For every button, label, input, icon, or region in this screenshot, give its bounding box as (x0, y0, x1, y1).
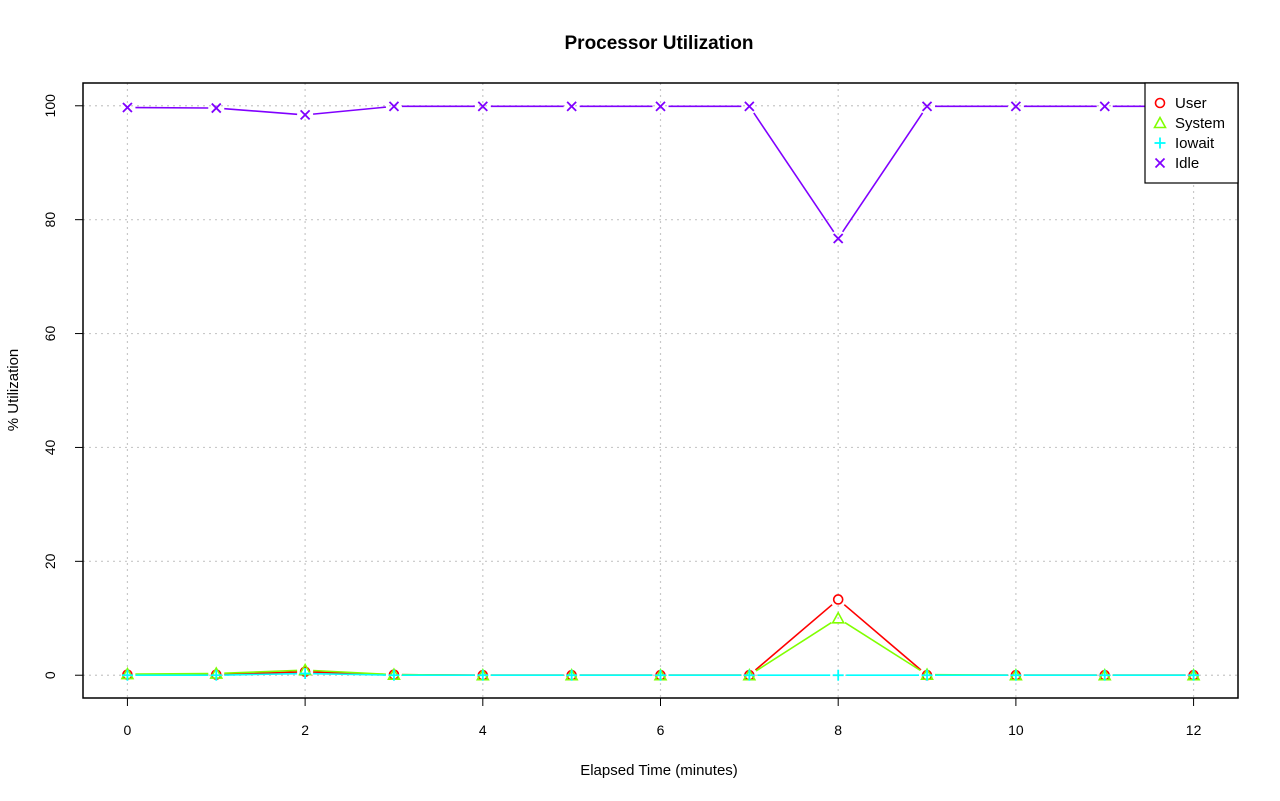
x-tick-label: 4 (479, 722, 487, 738)
x-tick-label: 12 (1186, 722, 1202, 738)
series-line-segment (843, 604, 922, 671)
series-line-segment (313, 106, 387, 115)
series-user (122, 594, 1199, 681)
legend-item-user: User (1154, 95, 1207, 112)
data-point (211, 102, 222, 114)
series-line-segment (313, 672, 386, 676)
legend-label: User (1175, 95, 1207, 112)
data-point (477, 101, 488, 112)
legend-marker (1154, 137, 1166, 149)
data-point (1010, 101, 1022, 112)
y-tick-label: 100 (42, 94, 58, 118)
data-point (655, 101, 666, 112)
x-tick-label: 6 (657, 722, 665, 738)
series-layer (120, 101, 1201, 681)
legend-item-idle: Idle (1154, 155, 1199, 172)
x-tick-label: 0 (124, 722, 132, 738)
y-tick-label: 80 (42, 212, 58, 228)
data-point (1099, 669, 1111, 681)
y-axis-label: % Utilization (5, 349, 22, 432)
series-line-segment (755, 621, 832, 672)
data-point (566, 669, 578, 681)
data-point (299, 668, 311, 680)
data-point (833, 233, 844, 244)
series-line-segment (224, 671, 298, 676)
y-tick-label: 0 (42, 671, 58, 679)
series-line-segment (841, 112, 924, 233)
chart-title: Processor Utilization (565, 33, 754, 54)
series-system (120, 611, 1201, 681)
series-line-segment (224, 107, 298, 116)
legend-label: Iowait (1175, 135, 1215, 152)
data-point (121, 669, 133, 681)
data-point (743, 669, 755, 681)
y-tick-label: 60 (42, 326, 58, 342)
data-point (832, 669, 844, 681)
y-tick-label: 20 (42, 553, 58, 569)
x-tick-label: 10 (1008, 722, 1024, 738)
legend-item-iowait: Iowait (1154, 135, 1215, 152)
legend-marker (1154, 97, 1166, 109)
data-point (388, 669, 400, 681)
series-line-segment (754, 604, 833, 671)
series-line-segment (844, 621, 921, 672)
legend-marker (1154, 157, 1166, 169)
data-point (1010, 669, 1022, 681)
grid (83, 83, 1238, 698)
data-point (832, 594, 844, 605)
series-line-segment (753, 112, 835, 233)
series-line-segment (313, 669, 387, 676)
data-point (831, 611, 846, 624)
data-point (744, 101, 755, 112)
data-point (388, 101, 400, 112)
data-point (210, 669, 222, 681)
series-line-segment (224, 672, 298, 676)
series-line-segment (224, 669, 298, 675)
data-point (122, 102, 133, 113)
data-point (1099, 101, 1110, 112)
data-point (299, 109, 311, 121)
x-tick-label: 8 (834, 722, 842, 738)
data-point (477, 669, 489, 681)
data-point (921, 669, 933, 681)
series-idle (122, 101, 1199, 244)
legend: User System Iowait Idle (1144, 82, 1239, 184)
y-tick-label: 40 (42, 439, 58, 455)
legend-marker (1153, 115, 1167, 129)
legend-label: System (1175, 115, 1225, 132)
x-axis-label: Elapsed Time (minutes) (580, 762, 738, 779)
legend-item-system: System (1153, 115, 1225, 132)
x-tick-label: 2 (301, 722, 309, 738)
legend-label: Idle (1175, 155, 1199, 172)
data-point (655, 669, 666, 681)
y-axis: 0 20 40 60 80 100 (42, 94, 83, 679)
data-point (1188, 669, 1200, 681)
data-point (566, 101, 577, 112)
series-iowait (121, 668, 1200, 681)
x-axis: 0 2 4 6 8 10 12 (124, 698, 1202, 738)
data-point (921, 101, 933, 112)
